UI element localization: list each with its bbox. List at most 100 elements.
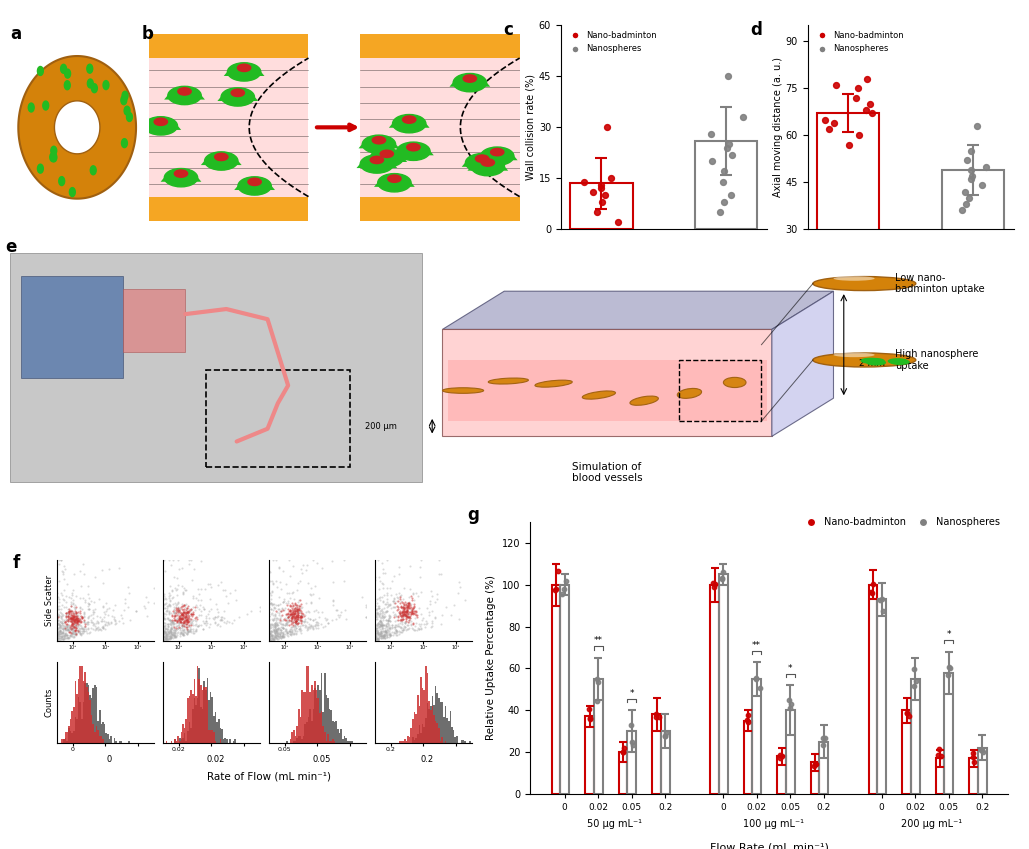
Point: [176, 620, 192, 633]
Point: [273, 630, 289, 644]
Point: [431, 567, 448, 581]
Point: [172, 609, 188, 622]
Point: [216, 611, 233, 625]
Point: [67, 615, 83, 628]
Point: [273, 604, 289, 618]
Point: [964, 169, 981, 183]
Point: [278, 616, 294, 630]
Point: [284, 610, 300, 623]
Point: [392, 621, 409, 634]
Point: [387, 621, 403, 634]
Point: [548, 582, 565, 596]
Circle shape: [50, 146, 57, 155]
Point: [179, 616, 196, 629]
Point: [162, 579, 178, 593]
Point: [178, 608, 194, 621]
Point: [176, 605, 192, 619]
Point: [261, 617, 278, 631]
Point: [406, 623, 423, 637]
Point: [64, 610, 80, 623]
Point: [304, 595, 320, 609]
Point: [282, 570, 298, 583]
Point: [52, 627, 69, 640]
Point: [239, 607, 255, 621]
Point: [280, 618, 296, 632]
Point: [267, 609, 283, 622]
Point: [168, 600, 184, 614]
Point: [159, 629, 176, 643]
Point: [59, 632, 75, 645]
Bar: [744, 721, 752, 794]
Text: *: *: [947, 630, 951, 639]
Point: [181, 616, 198, 630]
Point: [70, 619, 86, 633]
Circle shape: [481, 147, 513, 166]
Text: 100 μg mL⁻¹: 100 μg mL⁻¹: [743, 819, 804, 829]
Point: [101, 601, 117, 615]
Point: [175, 623, 191, 637]
Point: [83, 615, 100, 628]
Point: [415, 611, 431, 625]
Point: [157, 616, 174, 630]
Point: [182, 624, 199, 638]
Point: [180, 618, 197, 632]
Point: [50, 608, 67, 621]
Circle shape: [205, 152, 238, 170]
Point: [58, 617, 74, 631]
Point: [401, 599, 418, 613]
Point: [169, 597, 185, 610]
Point: [402, 604, 419, 618]
Point: [268, 621, 284, 635]
Point: [286, 607, 303, 621]
Point: [74, 626, 91, 639]
Point: [308, 621, 324, 635]
Point: [386, 600, 402, 614]
Point: [381, 611, 397, 625]
Point: [169, 612, 185, 626]
Point: [390, 625, 406, 638]
Point: [376, 628, 392, 642]
Point: [48, 609, 65, 622]
Point: [294, 566, 311, 580]
Point: [173, 618, 189, 632]
Point: [55, 626, 71, 639]
Point: [370, 620, 387, 633]
Point: [202, 593, 218, 606]
Point: [283, 599, 299, 613]
Point: [276, 612, 292, 626]
Point: [304, 618, 320, 632]
Point: [303, 588, 319, 602]
Point: [73, 616, 90, 629]
Point: [284, 599, 300, 612]
Point: [394, 610, 411, 624]
Point: [51, 557, 68, 571]
Circle shape: [125, 106, 130, 115]
Point: [368, 631, 385, 644]
Point: [265, 624, 282, 638]
Point: [171, 604, 187, 618]
Point: [155, 624, 172, 638]
Point: [56, 629, 72, 643]
Point: [419, 601, 435, 615]
Point: [280, 596, 296, 610]
Point: [206, 613, 222, 627]
Point: [272, 608, 288, 621]
Point: [293, 618, 310, 632]
Point: [288, 621, 305, 635]
Point: [183, 603, 200, 616]
Point: [170, 613, 186, 627]
Point: [175, 627, 191, 641]
Point: [372, 611, 389, 625]
Point: [162, 629, 178, 643]
Point: [176, 610, 192, 624]
Circle shape: [392, 115, 426, 132]
Point: [90, 616, 106, 629]
Point: [706, 580, 722, 593]
Point: [278, 607, 294, 621]
Point: [382, 620, 398, 633]
Point: [979, 160, 995, 173]
Bar: [817, 113, 880, 323]
Point: [179, 616, 196, 629]
Point: [70, 609, 86, 622]
Point: [965, 756, 982, 769]
